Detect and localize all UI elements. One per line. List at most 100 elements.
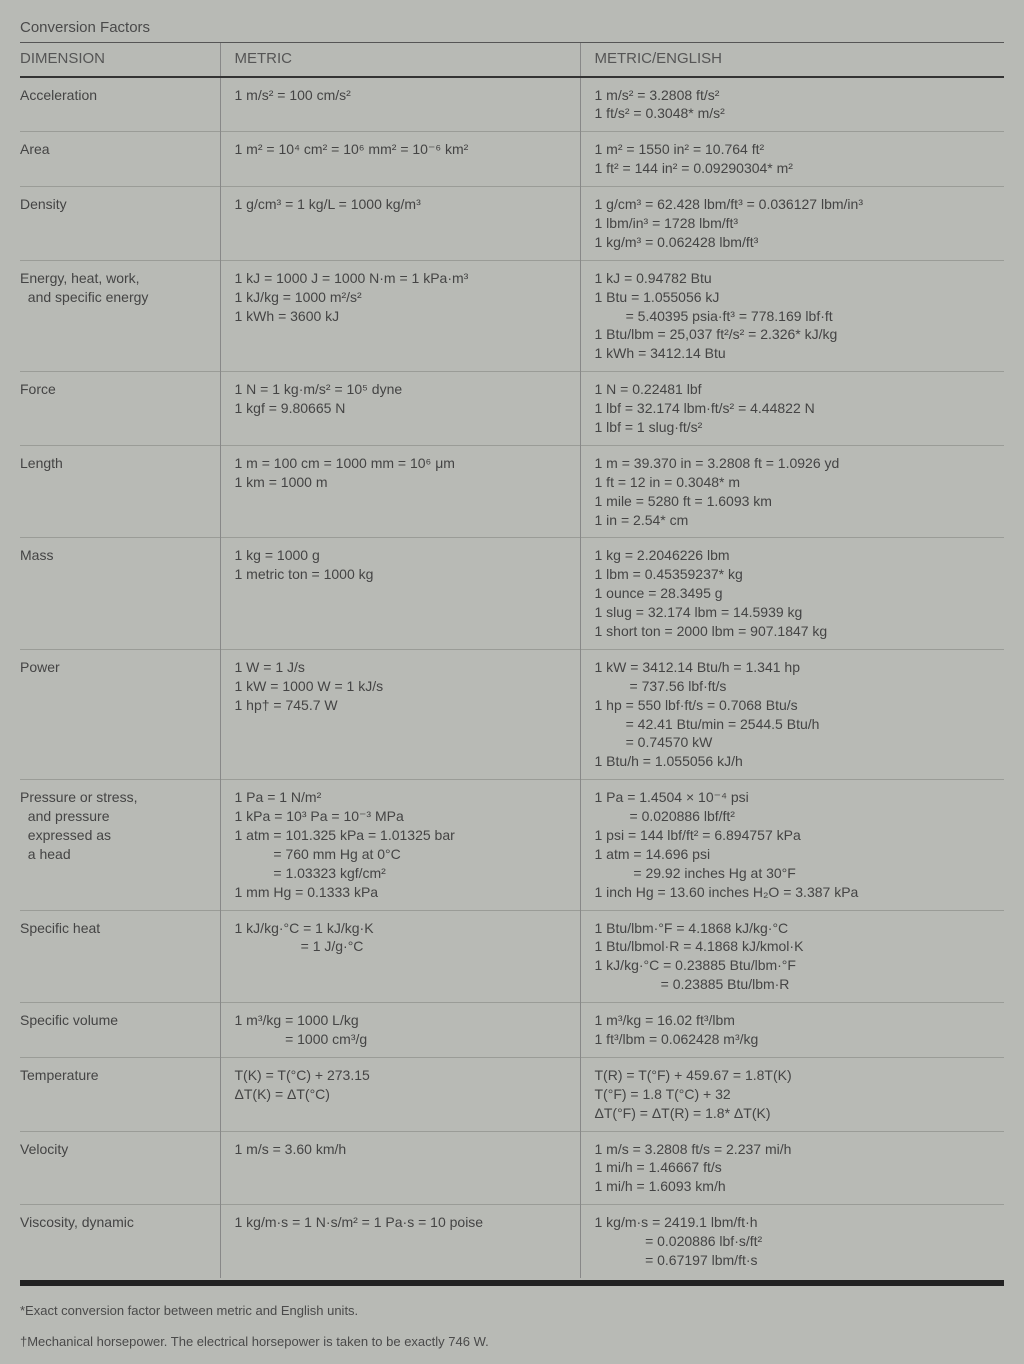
english-line: 1 lbf = 32.174 lbm·ft/s² = 4.44822 N [595, 399, 999, 418]
english-line: 1 m² = 1550 in² = 10.764 ft² [595, 140, 999, 159]
metric-line: 1 kW = 1000 W = 1 kJ/s [235, 677, 574, 696]
english-line: ΔT(°F) = ΔT(R) = 1.8* ΔT(K) [595, 1104, 999, 1123]
english-line: = 0.74570 kW [595, 733, 999, 752]
table-row: Energy, heat, work, and specific energy1… [20, 260, 1004, 371]
english-cell: 1 g/cm³ = 62.428 lbm/ft³ = 0.036127 lbm/… [580, 187, 1004, 261]
table-header-row: DIMENSION METRIC METRIC/ENGLISH [20, 43, 1004, 76]
english-line: = 5.40395 psia·ft³ = 778.169 lbf·ft [595, 307, 999, 326]
table-row: Viscosity, dynamic1 kg/m·s = 1 N·s/m² = … [20, 1205, 1004, 1278]
english-cell: T(R) = T(°F) + 459.67 = 1.8T(K)T(°F) = 1… [580, 1057, 1004, 1131]
metric-line: 1 m³/kg = 1000 L/kg [235, 1011, 574, 1030]
metric-line: = 1 J/g·°C [235, 937, 574, 956]
english-cell: 1 m³/kg = 16.02 ft³/lbm1 ft³/lbm = 0.062… [580, 1003, 1004, 1058]
dimension-cell: Density [20, 187, 220, 261]
english-line: 1 short ton = 2000 lbm = 907.1847 kg [595, 622, 999, 641]
english-cell: 1 kW = 3412.14 Btu/h = 1.341 hp = 737.56… [580, 649, 1004, 779]
english-line: 1 kW = 3412.14 Btu/h = 1.341 hp [595, 658, 999, 677]
metric-cell: 1 Pa = 1 N/m²1 kPa = 10³ Pa = 10⁻³ MPa1 … [220, 780, 580, 910]
metric-line: 1 kg/m·s = 1 N·s/m² = 1 Pa·s = 10 poise [235, 1213, 574, 1232]
english-line: = 0.020886 lbf·s/ft² [595, 1232, 999, 1251]
dimension-cell: Temperature [20, 1057, 220, 1131]
metric-cell: 1 kJ/kg·°C = 1 kJ/kg·K = 1 J/g·°C [220, 910, 580, 1003]
metric-line: T(K) = T(°C) + 273.15 [235, 1066, 574, 1085]
metric-line: 1 km = 1000 m [235, 473, 574, 492]
english-line: = 0.67197 lbm/ft·s [595, 1251, 999, 1270]
metric-line: 1 m = 100 cm = 1000 mm = 10⁶ μm [235, 454, 574, 473]
metric-line: 1 metric ton = 1000 kg [235, 565, 574, 584]
english-line: T(°F) = 1.8 T(°C) + 32 [595, 1085, 999, 1104]
metric-line: 1 kPa = 10³ Pa = 10⁻³ MPa [235, 807, 574, 826]
dimension-cell: Mass [20, 538, 220, 649]
english-line: 1 hp = 550 lbf·ft/s = 0.7068 Btu/s [595, 696, 999, 715]
page-title: Conversion Factors [20, 16, 1004, 43]
table-row: Velocity1 m/s = 3.60 km/h1 m/s = 3.2808 … [20, 1131, 1004, 1205]
english-line: 1 ft³/lbm = 0.062428 m³/kg [595, 1030, 999, 1049]
metric-cell: T(K) = T(°C) + 273.15ΔT(K) = ΔT(°C) [220, 1057, 580, 1131]
english-line: 1 m = 39.370 in = 3.2808 ft = 1.0926 yd [595, 454, 999, 473]
dimension-cell: Area [20, 132, 220, 187]
metric-cell: 1 N = 1 kg·m/s² = 10⁵ dyne1 kgf = 9.8066… [220, 372, 580, 446]
metric-cell: 1 W = 1 J/s1 kW = 1000 W = 1 kJ/s1 hp† =… [220, 649, 580, 779]
metric-line: 1 N = 1 kg·m/s² = 10⁵ dyne [235, 380, 574, 399]
english-line: 1 m/s = 3.2808 ft/s = 2.237 mi/h [595, 1140, 999, 1159]
metric-cell: 1 m = 100 cm = 1000 mm = 10⁶ μm1 km = 10… [220, 445, 580, 538]
english-cell: 1 m² = 1550 in² = 10.764 ft²1 ft² = 144 … [580, 132, 1004, 187]
dimension-cell: Power [20, 649, 220, 779]
english-cell: 1 Btu/lbm·°F = 4.1868 kJ/kg·°C1 Btu/lbmo… [580, 910, 1004, 1003]
english-cell: 1 Pa = 1.4504 × 10⁻⁴ psi = 0.020886 lbf/… [580, 780, 1004, 910]
dimension-cell: Velocity [20, 1131, 220, 1205]
english-line: 1 lbm = 0.45359237* kg [595, 565, 999, 584]
table-row: Mass1 kg = 1000 g1 metric ton = 1000 kg1… [20, 538, 1004, 649]
table-row: TemperatureT(K) = T(°C) + 273.15ΔT(K) = … [20, 1057, 1004, 1131]
dimension-cell: Length [20, 445, 220, 538]
table-row: Area 1 m² = 10⁴ cm² = 10⁶ mm² = 10⁻⁶ km² 1… [20, 132, 1004, 187]
dimension-cell: Pressure or stress, and pressure express… [20, 780, 220, 910]
english-line: = 42.41 Btu/min = 2544.5 Btu/h [595, 715, 999, 734]
metric-cell: 1 kJ = 1000 J = 1000 N·m = 1 kPa·m³1 kJ/… [220, 260, 580, 371]
footnotes: *Exact conversion factor between metric … [20, 1286, 1004, 1351]
metric-line: 1 m/s² = 100 cm/s² [235, 86, 574, 105]
metric-cell: 1 g/cm³ = 1 kg/L = 1000 kg/m³ [220, 187, 580, 261]
metric-line: ΔT(K) = ΔT(°C) [235, 1085, 574, 1104]
table-row: Force1 N = 1 kg·m/s² = 10⁵ dyne1 kgf = 9… [20, 372, 1004, 446]
english-line: 1 in = 2.54* cm [595, 511, 999, 530]
metric-cell: 1 m³/kg = 1000 L/kg = 1000 cm³/g [220, 1003, 580, 1058]
english-line: 1 mi/h = 1.6093 km/h [595, 1177, 999, 1196]
english-line: 1 slug = 32.174 lbm = 14.5939 kg [595, 603, 999, 622]
english-line: 1 m/s² = 3.2808 ft/s² [595, 86, 999, 105]
dimension-cell: Specific volume [20, 1003, 220, 1058]
english-line: 1 lbf = 1 slug·ft/s² [595, 418, 999, 437]
english-cell: 1 kg/m·s = 2419.1 lbm/ft·h = 0.020886 lb… [580, 1205, 1004, 1278]
metric-line: = 1000 cm³/g [235, 1030, 574, 1049]
metric-line: 1 g/cm³ = 1 kg/L = 1000 kg/m³ [235, 195, 574, 214]
dimension-cell: Acceleration [20, 77, 220, 132]
table-row: Power1 W = 1 J/s1 kW = 1000 W = 1 kJ/s1 … [20, 649, 1004, 779]
metric-line: 1 kgf = 9.80665 N [235, 399, 574, 418]
english-line: = 737.56 lbf·ft/s [595, 677, 999, 696]
metric-line: 1 m² = 10⁴ cm² = 10⁶ mm² = 10⁻⁶ km² [235, 140, 574, 159]
col-header-english: METRIC/ENGLISH [580, 43, 1004, 76]
english-line: 1 psi = 144 lbf/ft² = 6.894757 kPa [595, 826, 999, 845]
english-line: 1 Btu/h = 1.055056 kJ/h [595, 752, 999, 771]
metric-cell: 1 kg/m·s = 1 N·s/m² = 1 Pa·s = 10 poise [220, 1205, 580, 1278]
dimension-cell: Energy, heat, work, and specific energy [20, 260, 220, 371]
english-line: 1 m³/kg = 16.02 ft³/lbm [595, 1011, 999, 1030]
english-line: 1 ft/s² = 0.3048* m/s² [595, 104, 999, 123]
english-cell: 1 N = 0.22481 lbf1 lbf = 32.174 lbm·ft/s… [580, 372, 1004, 446]
english-line: = 29.92 inches Hg at 30°F [595, 864, 999, 883]
metric-line: 1 Pa = 1 N/m² [235, 788, 574, 807]
english-line: 1 atm = 14.696 psi [595, 845, 999, 864]
english-line: 1 N = 0.22481 lbf [595, 380, 999, 399]
dimension-cell: Force [20, 372, 220, 446]
english-line: 1 kg/m³ = 0.062428 lbm/ft³ [595, 233, 999, 252]
english-line: 1 inch Hg = 13.60 inches H₂O = 3.387 kPa [595, 883, 999, 902]
english-line: 1 Btu/lbmol·R = 4.1868 kJ/kmol·K [595, 937, 999, 956]
table-row: Acceleration 1 m/s² = 100 cm/s² 1 m/s² = 3… [20, 77, 1004, 132]
table-row: Specific heat1 kJ/kg·°C = 1 kJ/kg·K = 1 … [20, 910, 1004, 1003]
metric-line: 1 kWh = 3600 kJ [235, 307, 574, 326]
english-line: 1 kJ = 0.94782 Btu [595, 269, 999, 288]
metric-line: 1 kJ/kg = 1000 m²/s² [235, 288, 574, 307]
english-line: 1 mi/h = 1.46667 ft/s [595, 1158, 999, 1177]
english-line: 1 kg = 2.2046226 lbm [595, 546, 999, 565]
english-cell: 1 kJ = 0.94782 Btu1 Btu = 1.055056 kJ = … [580, 260, 1004, 371]
